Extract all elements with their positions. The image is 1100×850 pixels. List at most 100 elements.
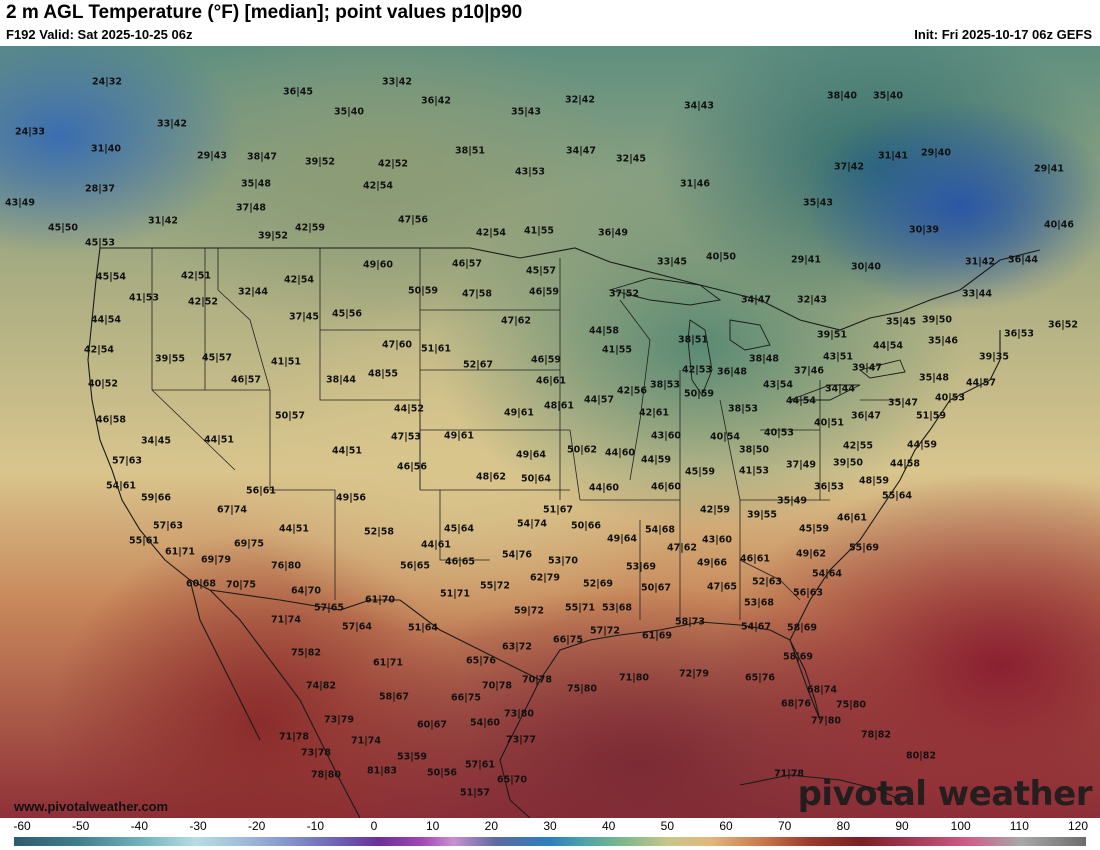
colorbar-tick: -20 — [247, 819, 266, 833]
point-value: 56|65 — [400, 560, 430, 572]
point-value: 45|59 — [685, 466, 715, 478]
point-value: 78|80 — [311, 769, 341, 781]
point-value: 45|53 — [85, 237, 115, 249]
point-value: 48|61 — [544, 400, 574, 412]
point-value: 31|42 — [148, 215, 178, 227]
point-value: 65|76 — [466, 655, 496, 667]
point-value: 57|65 — [314, 602, 344, 614]
point-value: 66|75 — [451, 692, 481, 704]
point-value: 37|45 — [289, 311, 319, 323]
point-value: 38|40 — [827, 90, 857, 102]
point-value: 36|45 — [283, 86, 313, 98]
point-value: 49|62 — [796, 548, 826, 560]
point-value: 46|65 — [445, 556, 475, 568]
point-value: 34|43 — [684, 100, 714, 112]
point-value: 42|55 — [843, 440, 873, 452]
colorbar-tick: -10 — [306, 819, 324, 833]
point-value: 72|79 — [679, 668, 709, 680]
point-value: 51|57 — [460, 787, 490, 799]
point-value: 39|52 — [258, 230, 288, 242]
colorbar-tick: 20 — [484, 819, 499, 833]
point-value: 52|67 — [463, 359, 493, 371]
point-value: 51|61 — [421, 343, 451, 355]
point-value: 43|60 — [702, 534, 732, 546]
point-value: 44|54 — [873, 340, 903, 352]
point-value: 38|53 — [650, 379, 680, 391]
point-value: 54|68 — [645, 524, 675, 536]
point-value: 31|41 — [878, 150, 908, 162]
point-value: 46|61 — [740, 553, 770, 565]
point-value: 43|60 — [651, 430, 681, 442]
point-value: 59|72 — [514, 605, 544, 617]
point-value: 68|76 — [781, 698, 811, 710]
point-value: 51|71 — [440, 588, 470, 600]
point-value: 38|44 — [326, 374, 356, 386]
point-value: 58|69 — [787, 622, 817, 634]
point-value: 41|53 — [739, 465, 769, 477]
point-value: 35|40 — [873, 90, 903, 102]
colorbar-tick: 10 — [425, 819, 440, 833]
point-value: 43|49 — [5, 197, 35, 209]
point-value: 43|53 — [515, 166, 545, 178]
map-header: 2 m AGL Temperature (°F) [median]; point… — [0, 0, 1100, 46]
point-value: 55|69 — [849, 542, 879, 554]
colorbar-legend: -60 -50 -40 -30 -20 -10 0 10 20 30 40 50 60 70 80 90 100… — [0, 818, 1100, 850]
point-value: 40|46 — [1044, 219, 1074, 231]
point-value: 33|42 — [157, 118, 187, 130]
point-value: 35|49 — [777, 495, 807, 507]
point-value: 40|51 — [814, 417, 844, 429]
point-value: 44|54 — [91, 314, 121, 326]
point-value: 36|53 — [1004, 328, 1034, 340]
point-value: 37|46 — [794, 365, 824, 377]
point-value: 48|62 — [476, 471, 506, 483]
point-value: 39|51 — [817, 329, 847, 341]
point-value: 50|59 — [684, 388, 714, 400]
point-value: 80|82 — [906, 750, 936, 762]
point-value: 39|50 — [833, 457, 863, 469]
point-value: 51|59 — [916, 410, 946, 422]
point-value: 33|44 — [962, 288, 992, 300]
point-value: 42|61 — [639, 407, 669, 419]
point-value: 44|59 — [907, 439, 937, 451]
point-value: 47|56 — [398, 214, 428, 226]
point-value: 71|78 — [774, 768, 804, 780]
point-value: 78|82 — [861, 729, 891, 741]
point-value: 41|55 — [602, 344, 632, 356]
point-value: 38|51 — [678, 334, 708, 346]
point-value: 63|72 — [502, 641, 532, 653]
point-value: 32|45 — [616, 153, 646, 165]
colorbar-tick: -50 — [71, 819, 90, 833]
point-value: 29|40 — [921, 147, 951, 159]
point-value: 38|50 — [739, 444, 769, 456]
point-value: 37|42 — [834, 161, 864, 173]
point-value: 39|47 — [852, 362, 882, 374]
point-value: 53|68 — [744, 597, 774, 609]
point-value: 70|75 — [226, 579, 256, 591]
point-value: 47|62 — [501, 315, 531, 327]
point-value: 51|67 — [543, 504, 573, 516]
point-value: 73|80 — [504, 708, 534, 720]
point-value: 54|61 — [106, 480, 136, 492]
point-value: 77|80 — [811, 715, 841, 727]
point-value: 52|63 — [752, 576, 782, 588]
point-value: 64|70 — [291, 585, 321, 597]
point-value: 60|68 — [186, 578, 216, 590]
point-value: 74|82 — [306, 680, 336, 692]
point-value: 35|43 — [511, 106, 541, 118]
point-value: 54|74 — [517, 518, 547, 530]
point-value: 42|54 — [363, 180, 393, 192]
point-value: 34|44 — [825, 383, 855, 395]
point-value: 34|47 — [566, 145, 596, 157]
point-value: 44|58 — [890, 458, 920, 470]
point-value: 30|39 — [909, 224, 939, 236]
point-value: 46|58 — [96, 414, 126, 426]
point-value: 38|53 — [728, 403, 758, 415]
point-value: 70|78 — [522, 674, 552, 686]
point-value: 45|57 — [526, 265, 556, 277]
point-value: 50|57 — [275, 410, 305, 422]
point-value: 76|80 — [271, 560, 301, 572]
point-value: 36|49 — [598, 227, 628, 239]
map-boundaries — [87, 247, 1041, 818]
point-value: 58|67 — [379, 691, 409, 703]
point-value: 35|48 — [241, 178, 271, 190]
